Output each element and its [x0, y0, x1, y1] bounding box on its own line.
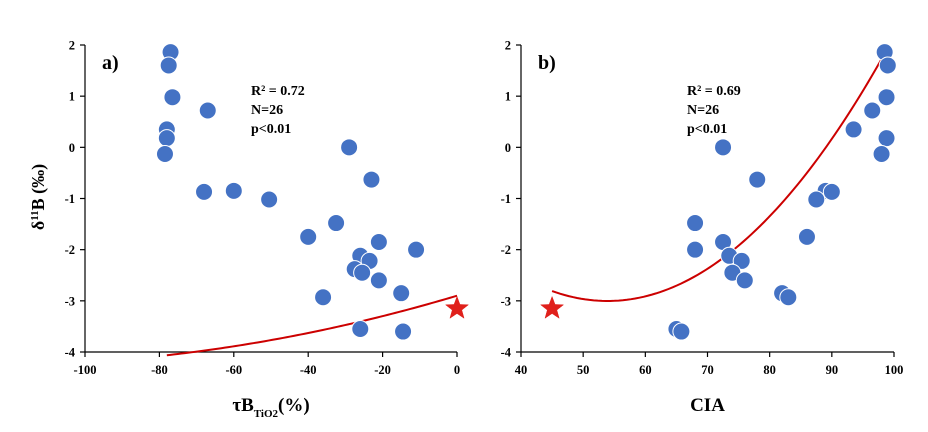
stats-annotation-line: p<0.01	[687, 122, 727, 137]
y-axis-title-rest: B (‰)	[28, 164, 49, 211]
data-point	[159, 56, 178, 75]
data-point	[797, 227, 816, 246]
x-tick-label: -60	[225, 363, 242, 377]
data-point	[686, 214, 705, 233]
y-tick-label: -2	[65, 243, 75, 257]
y-tick-label: -3	[65, 294, 75, 308]
stats-annotation-line: R² = 0.69	[687, 84, 741, 99]
y-tick-label: -1	[65, 192, 75, 206]
data-point	[672, 322, 691, 341]
stats-annotation-line: N=26	[251, 103, 283, 118]
data-point	[779, 288, 798, 307]
data-point	[748, 170, 767, 189]
x-tick-label: -20	[374, 363, 391, 377]
x-tick-label: 0	[454, 363, 460, 377]
x-tick-label: -100	[74, 363, 97, 377]
fit-curve	[166, 294, 458, 357]
y-tick-label: 1	[505, 90, 511, 104]
x-axis-title-sub: TiO2	[254, 408, 279, 420]
data-point	[369, 271, 388, 290]
data-point	[369, 232, 388, 251]
y-tick-label: -1	[501, 192, 511, 206]
panel-b: -4 -3 -2 -1 0 1 2 40 50 60 70 80 90 100 b) R² = 0.69 N=2…	[501, 39, 904, 417]
panel-label: a)	[102, 52, 119, 74]
data-point	[353, 263, 372, 282]
data-point	[878, 56, 897, 75]
x-axis-title: τBTiO2(%)	[232, 395, 309, 420]
data-point	[340, 138, 359, 157]
stats-annotation-line: p<0.01	[251, 122, 291, 137]
x-tick-label: 60	[639, 363, 652, 377]
panel-label: b)	[538, 52, 556, 74]
x-tick-label: 80	[763, 363, 776, 377]
data-point	[327, 214, 346, 233]
data-point	[877, 88, 896, 107]
data-point	[198, 101, 217, 120]
x-tick-label: 50	[577, 363, 590, 377]
data-point	[195, 182, 214, 201]
y-tick-label: 2	[69, 39, 75, 53]
data-point	[224, 181, 243, 200]
reference-star-marker	[539, 295, 565, 319]
y-tick-label: 0	[505, 141, 511, 155]
data-point	[407, 240, 426, 259]
data-point	[863, 101, 882, 120]
reference-star-marker	[444, 295, 470, 319]
data-point	[392, 284, 411, 303]
x-tick-label: 90	[826, 363, 839, 377]
x-axis-title-main: τB	[232, 395, 254, 416]
stats-annotation-line: R² = 0.72	[251, 84, 305, 99]
y-tick-label: 1	[69, 90, 75, 104]
x-tick-label: 70	[701, 363, 714, 377]
data-point	[394, 322, 413, 341]
stats-annotation-line: N=26	[687, 103, 719, 118]
data-point	[686, 240, 705, 259]
x-tick-label: 40	[515, 363, 528, 377]
data-point	[807, 190, 826, 209]
y-tick-label: 0	[69, 141, 75, 155]
data-point	[155, 144, 174, 163]
data-point	[163, 88, 182, 107]
data-point	[314, 288, 333, 307]
y-axis-title: δ11B (‰)	[28, 164, 49, 230]
data-point	[822, 182, 841, 201]
data-point	[735, 271, 754, 290]
data-point	[362, 170, 381, 189]
data-point	[844, 120, 863, 139]
x-tick-label: -40	[300, 363, 317, 377]
y-tick-label: -4	[65, 346, 76, 360]
data-point	[351, 319, 370, 338]
y-tick-label: -4	[501, 346, 512, 360]
x-axis-title-rest: (%)	[278, 395, 310, 416]
data-point	[157, 129, 176, 148]
y-tick-label: -2	[501, 243, 511, 257]
panel-a: -4 -3 -2 -1 0 1 2 -100 -80 -60 -40 -20 0 a) R² = 0.72 N…	[65, 39, 470, 420]
data-point	[732, 251, 751, 270]
data-point	[714, 138, 733, 157]
x-axis-title: CIA	[690, 395, 725, 416]
data-point	[877, 129, 896, 148]
fit-curve	[551, 52, 886, 302]
y-tick-label: -3	[501, 294, 511, 308]
x-axis-title-main: CIA	[690, 395, 725, 416]
y-axis-title-sup: 11	[29, 210, 41, 220]
data-point	[260, 190, 279, 209]
y-axis-title-main: δ	[28, 221, 48, 230]
data-point	[872, 144, 891, 163]
x-tick-label: -80	[151, 363, 168, 377]
x-tick-label: 100	[885, 363, 904, 377]
y-tick-label: 2	[505, 39, 511, 53]
data-point	[299, 227, 318, 246]
